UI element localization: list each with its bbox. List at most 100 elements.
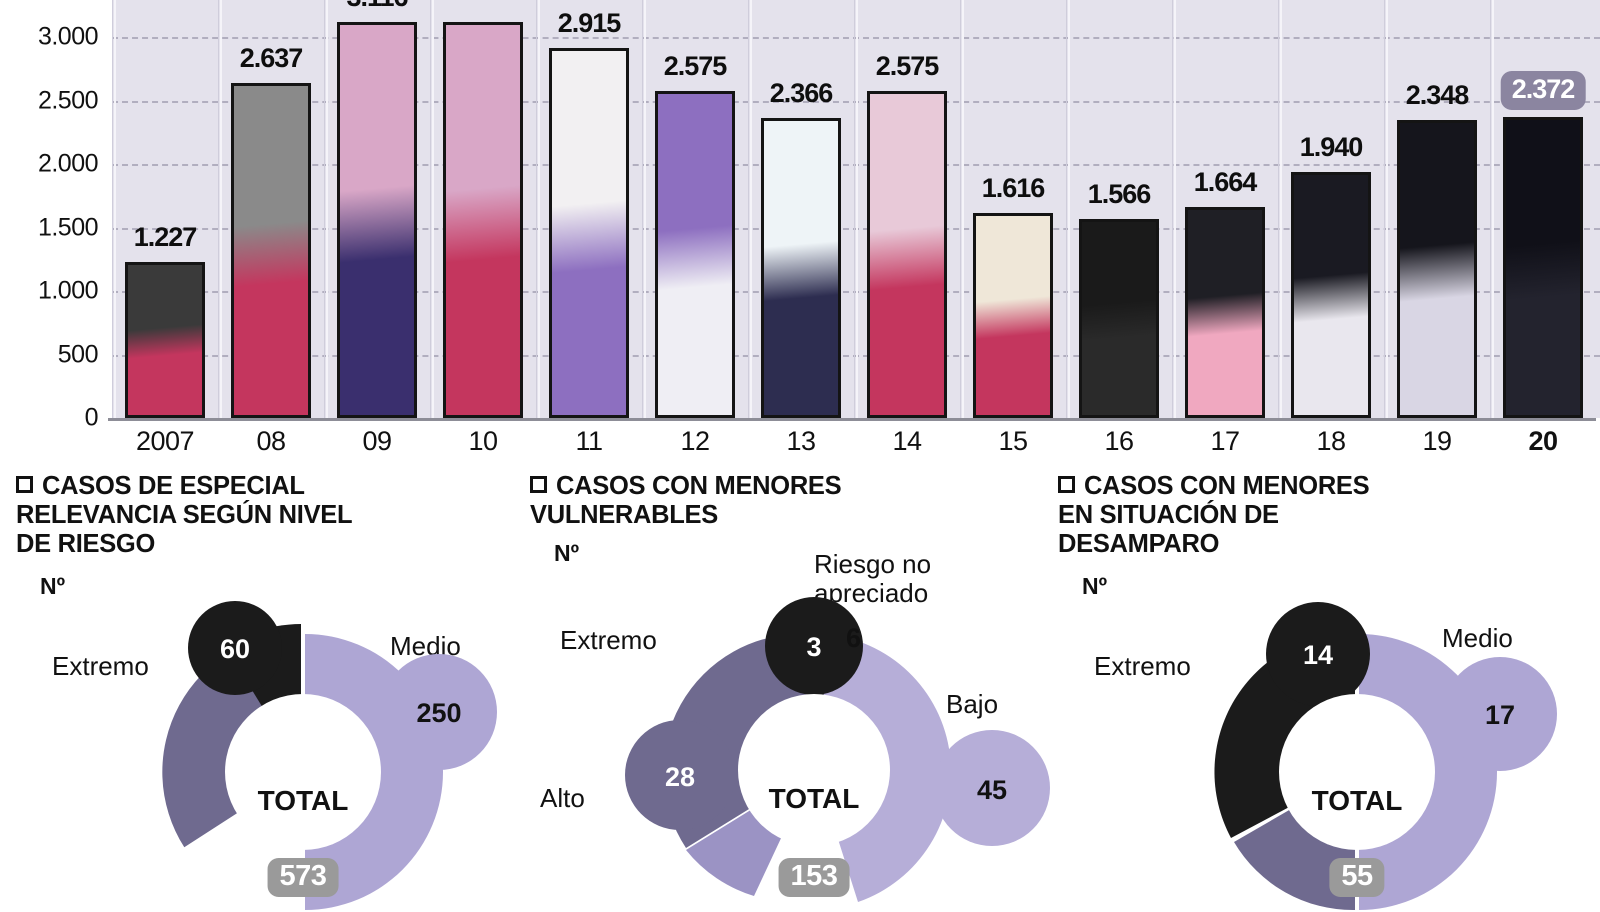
column-separator (1386, 0, 1388, 418)
bar-2007[interactable] (125, 262, 205, 418)
bar-column-14 (854, 0, 960, 418)
y-tick-2000: 2.000 (37, 149, 99, 178)
x-tick-16: 16 (1104, 426, 1134, 456)
panel-3-label-medio: Medio (1442, 623, 1513, 653)
panel-3-title-line2: EN SITUACIÓN DE (1058, 501, 1279, 530)
bar-08[interactable] (231, 83, 311, 418)
column-separator (750, 0, 752, 418)
panel-1-bubble-medio (381, 654, 497, 770)
bar-photo-fill (128, 265, 202, 415)
panel-3-title-line1: CASOS CON MENORES (1084, 472, 1370, 500)
column-separator (644, 0, 646, 418)
x-tick-18: 18 (1316, 426, 1346, 456)
bar-16[interactable] (1079, 219, 1159, 418)
bar-12[interactable] (655, 90, 735, 418)
panel-3-label-extremo: Extremo (1094, 651, 1191, 681)
bar-13[interactable] (761, 117, 841, 418)
x-tick-09: 09 (362, 426, 392, 456)
panel-2-value-bajo: 45 (977, 775, 1007, 805)
panel-2-bubble-bajo (934, 730, 1050, 846)
panel-1-donut-hole (225, 694, 381, 850)
bar-column-18 (1278, 0, 1384, 418)
column-separator (432, 0, 434, 418)
panel-2-label-alto: Alto (540, 783, 585, 813)
column-divider (1066, 0, 1067, 418)
x-tick-19: 19 (1422, 426, 1452, 456)
panel-3-total-word: TOTAL (1312, 785, 1403, 816)
panel-2-value-riesgo-no-apreciado: 6 (846, 623, 862, 653)
panel-1-title-line1: CASOS DE ESPECIAL (42, 472, 305, 500)
bar-18[interactable] (1291, 171, 1371, 418)
bar-value-label-12: 2.575 (663, 50, 728, 81)
column-separator (326, 0, 328, 418)
bar-column-17 (1172, 0, 1278, 418)
bar-photo-fill (552, 50, 626, 415)
column-separator (114, 0, 116, 418)
bar-19[interactable] (1397, 119, 1477, 418)
panel-1-total-badge: 573 (267, 858, 339, 897)
y-tick-0: 0 (84, 403, 99, 432)
bar-column-19 (1384, 0, 1490, 418)
panel-1-value-extremo: 60 (220, 634, 250, 664)
panel-3-title: CASOS CON MENORES EN SITUACIÓN DE DESAMP… (1058, 472, 1586, 559)
bar-photo-fill (446, 24, 520, 415)
bar-photo-fill (340, 25, 414, 415)
column-divider (1384, 0, 1385, 418)
bar-photo-fill (1506, 119, 1580, 415)
panel-2-donut: 3 28 45 TOTAL (568, 590, 1050, 902)
bar-10[interactable] (443, 21, 523, 418)
bar-15[interactable] (973, 212, 1053, 418)
column-separator (1280, 0, 1282, 418)
panel-1-value-medio: 250 (416, 698, 461, 728)
bar-photo-fill (1294, 174, 1368, 415)
bar-value-label-18: 1.940 (1299, 131, 1364, 162)
column-separator (1174, 0, 1176, 418)
x-axis-tick-labels: 2007 08 09 10 11 12 13 14 15 16 17 18 19 20 (112, 422, 1600, 470)
panel-2-unit: Nº (554, 540, 580, 567)
bar-chart-plot-area (112, 0, 1600, 418)
bar-value-label-20: 2.372 (1500, 70, 1586, 110)
column-separator (538, 0, 540, 418)
bar-value-label-08: 2.637 (239, 43, 304, 74)
x-tick-2007: 2007 (135, 426, 195, 456)
panel-1-title-line2: RELEVANCIA SEGÚN NIVEL (16, 501, 353, 530)
panel-1-donut: 60 250 TOTAL (74, 601, 514, 912)
column-divider (324, 0, 325, 418)
bar-value-label-17: 1.664 (1193, 166, 1258, 197)
bar-photo-fill (658, 93, 732, 415)
panel-3-value-medio: 17 (1485, 700, 1515, 730)
bar-14[interactable] (867, 90, 947, 418)
bar-photo-fill (1400, 122, 1474, 415)
bar-value-label-13: 2.366 (769, 77, 834, 108)
panel-1-unit: Nº (40, 573, 66, 600)
column-separator (220, 0, 222, 418)
bar-value-label-11: 2.915 (557, 7, 622, 38)
bar-column-10 (430, 0, 536, 418)
x-tick-20: 20 (1528, 426, 1558, 456)
bar-value-label-14: 2.575 (875, 50, 940, 81)
bar-17[interactable] (1185, 206, 1265, 418)
bar-column-12 (642, 0, 748, 418)
panel-1-title: CASOS DE ESPECIAL RELEVANCIA SEGÚN NIVEL… (16, 472, 514, 559)
column-divider (642, 0, 643, 418)
bar-photo-fill (1188, 209, 1262, 415)
y-tick-3000: 3.000 (37, 22, 99, 51)
column-separator (1492, 0, 1494, 418)
annual-cases-bar-chart: 3.000 2.500 2.000 1.500 1.000 500 0 2007 08 09 10… (37, 0, 1600, 470)
bar-value-label-19: 2.348 (1405, 79, 1470, 110)
bar-09[interactable] (337, 22, 417, 418)
panel-3-bubble-medio (1443, 657, 1557, 771)
panel-2-label-bajo: Bajo (946, 689, 999, 719)
bar-photo-fill (1082, 222, 1156, 415)
panel-2-label-extremo: Extremo (560, 625, 657, 655)
bar-column-08 (218, 0, 324, 418)
panel-1-label-extremo: Extremo (52, 651, 149, 681)
bar-photo-fill (764, 120, 838, 415)
column-divider (218, 0, 219, 418)
panel-2-total-badge: 153 (778, 858, 850, 897)
bar-20[interactable] (1503, 116, 1583, 418)
panel-3-donut-hole (1279, 694, 1435, 850)
x-tick-12: 12 (680, 426, 710, 456)
square-bullet-icon (16, 476, 33, 493)
bar-11[interactable] (549, 47, 629, 418)
